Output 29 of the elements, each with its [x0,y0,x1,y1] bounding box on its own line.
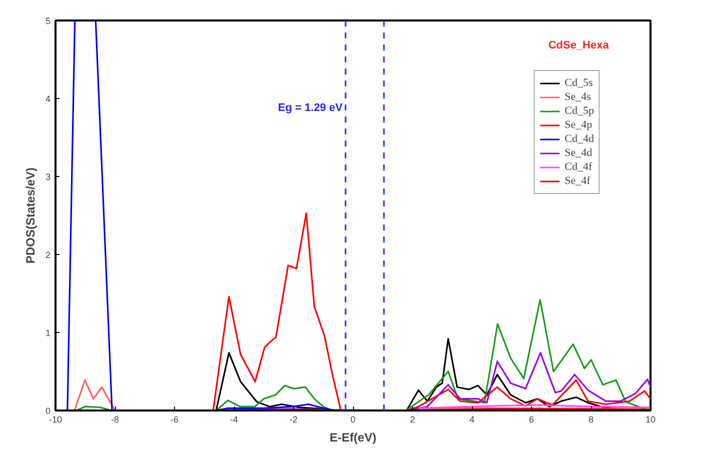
x-tick-label: 10 [645,414,656,424]
y-tick-label: 5 [45,16,51,26]
annotation: Eg = 1.29 eV [278,102,344,114]
legend-label: Cd_5s [564,76,593,90]
x-tick-label: -4 [230,414,238,424]
y-tick-label: 0 [45,406,51,416]
x-tick-label: 2 [410,414,416,424]
y-tick-label: 4 [45,94,51,104]
legend-label: Se_4p [564,118,592,132]
y-tick-label: 1 [45,328,51,338]
legend-label: Cd_5p [564,104,594,118]
x-tick-label: -8 [111,414,120,424]
x-tick-label: -2 [290,414,298,424]
legend-label: Se_4s [564,90,591,104]
y-tick-label: 3 [45,172,51,182]
x-tick-label: -6 [170,414,179,424]
x-tick-label: 0 [350,414,356,424]
x-tick-label: 8 [588,414,594,424]
annotation: CdSe_Hexa [548,40,610,52]
legend-label: Se_4f [564,174,590,188]
x-axis-title: E-Ef(eV) [330,430,376,444]
x-tick-label: 6 [528,414,534,424]
y-axis-title: PDOS(States/eV) [23,167,38,264]
x-tick-label: -10 [48,414,62,424]
y-tick-label: 2 [45,250,51,260]
legend-label: Se_4d [564,146,592,160]
x-tick-label: 4 [469,414,475,424]
legend-label: Cd_4f [564,160,592,174]
legend-label: Cd_4d [564,132,594,146]
